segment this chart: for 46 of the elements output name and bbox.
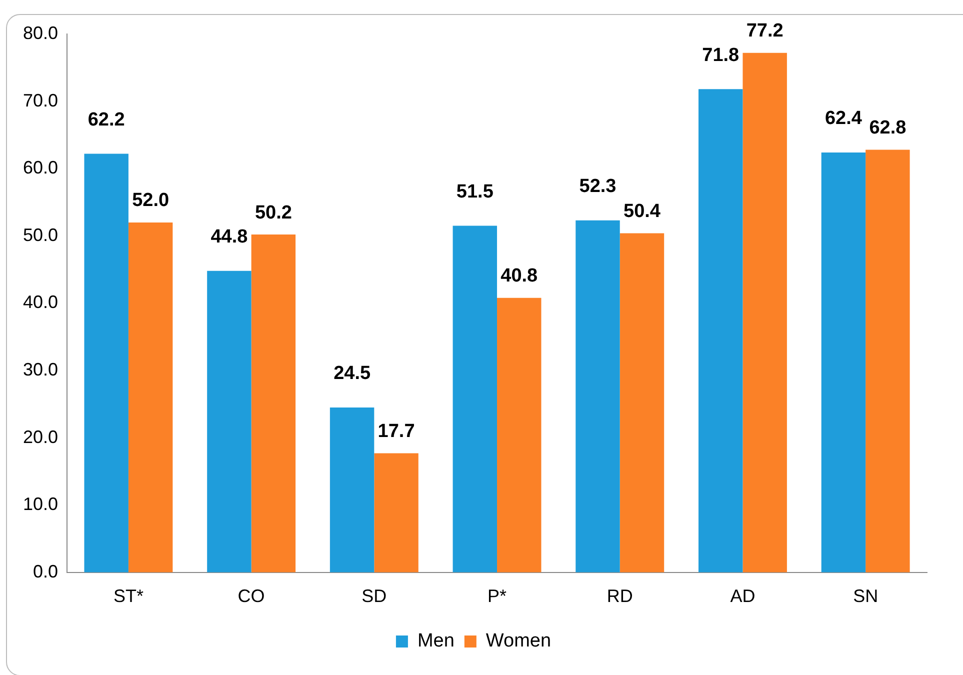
data-label: 52.0 [132,190,170,212]
data-label: 24.5 [334,363,371,384]
x-tick-label: RD [606,586,633,606]
x-tick-label: SD [362,586,387,606]
x-tick-label: SN [853,586,878,606]
x-tick-label: AD [730,586,756,606]
bar [84,154,128,572]
data-label: 50.2 [254,202,292,224]
bar [374,453,418,572]
legend-label: Men [417,630,454,652]
data-label: 40.8 [500,266,538,287]
legend-label: Women [486,630,552,652]
data-label: 62.8 [869,117,906,138]
y-tick-label: 50.0 [22,224,58,245]
bar [452,226,498,572]
y-tick-label: 80.0 [22,22,58,43]
data-label: 62.4 [824,108,862,130]
y-tick-label: 60.0 [22,158,58,178]
data-label: 50.4 [623,200,661,222]
y-tick-label: 70.0 [22,90,58,110]
y-tick-label: 20.0 [22,426,58,447]
data-label: 17.7 [378,421,415,442]
bar [207,270,252,572]
data-label: 44.8 [210,226,248,248]
bar [742,52,787,572]
data-label: 77.2 [746,20,784,42]
x-tick-label: CO [238,586,265,606]
bar [497,298,542,572]
data-label: 71.8 [702,44,740,66]
x-tick-label: ST* [113,586,144,606]
y-tick-label: 0.0 [33,561,58,582]
data-label: 52.3 [579,176,616,198]
y-tick-label: 40.0 [22,292,58,312]
x-tick-label: P* [488,586,507,606]
data-label: 51.5 [456,182,494,203]
bar [866,150,910,572]
bar [576,220,620,572]
data-label: 62.2 [88,110,125,131]
bar [698,89,743,572]
bar [821,152,866,572]
bar [330,408,374,572]
bar [128,222,173,572]
bar [251,234,296,572]
y-tick-label: 10.0 [22,494,58,514]
y-tick-label: 30.0 [22,359,58,380]
bar [620,233,664,572]
